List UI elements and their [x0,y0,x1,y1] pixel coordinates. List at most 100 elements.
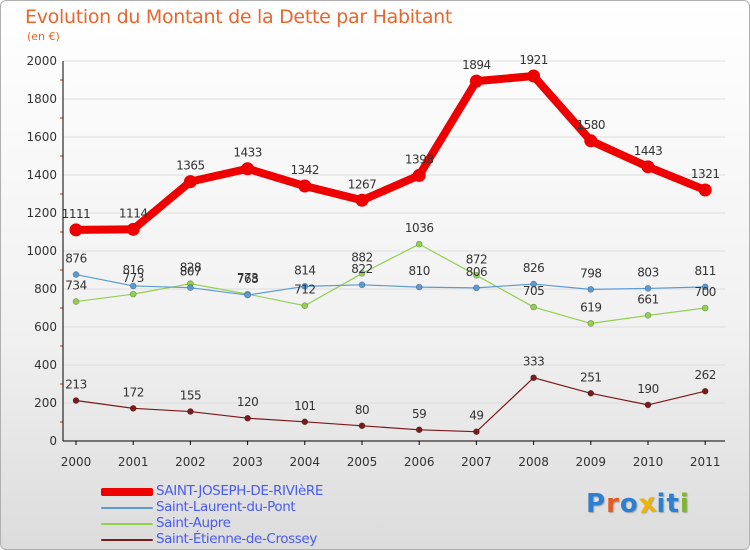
data-label: 705 [523,284,544,298]
proxiti-logo: Proxiti [586,487,690,521]
series-line [75,377,706,433]
data-label: 768 [237,272,258,286]
data-point [530,374,537,382]
data-point [129,282,137,290]
x-tick-label: 2009 [576,455,607,469]
data-point [187,284,194,291]
series [69,69,712,435]
data-label: 882 [351,250,372,264]
data-label: 876 [65,252,86,266]
legend-label: SAINT-JOSEPH-DE-RIVIèRE [156,483,324,499]
series-line [75,243,706,324]
data-label: 1580 [577,118,606,132]
series-3 [72,374,709,435]
data-labels: 1111 1114 1365 1433 1342 1267 1398 1894 1921 1580… [62,53,720,423]
y-tick-label: 1800 [26,92,57,106]
series-0 [69,69,712,237]
data-label: 80 [355,403,369,417]
series-line [75,273,706,296]
data-label: 213 [65,378,86,392]
data-point [584,134,598,148]
data-label: 120 [237,395,258,409]
data-label: 811 [694,264,715,278]
x-tick-label: 2011 [690,455,721,469]
data-point [72,298,80,305]
data-label: 101 [294,399,315,413]
chart-subtitle: (en €) [27,30,60,43]
data-point [644,285,652,292]
data-label: 734 [65,279,86,293]
data-point [72,271,80,278]
data-point [187,408,194,415]
data-point [358,281,366,289]
data-label: 1342 [291,163,320,177]
logo-letter: i [656,489,667,519]
data-label: 59 [412,407,426,421]
x-tick-label: 2000 [61,455,92,469]
data-label: 1114 [119,206,148,220]
data-point [587,320,595,327]
data-point [244,291,251,299]
x-tick-label: 2001 [118,455,149,469]
data-point [355,193,369,207]
data-label: 798 [580,266,601,280]
data-point [701,387,709,395]
data-label: 333 [523,355,544,369]
data-label: 1433 [233,146,262,160]
data-label: 619 [580,300,601,314]
data-point [301,283,309,290]
data-label: 172 [122,385,143,399]
x-tick-label: 2004 [290,455,321,469]
data-point [358,270,366,277]
data-point [698,183,712,197]
data-point [415,240,423,248]
data-label: 1398 [405,152,434,166]
data-point [587,286,595,293]
data-label: 1443 [634,144,663,158]
data-label: 700 [694,285,715,299]
legend-swatch [101,488,153,496]
data-point [701,283,709,291]
data-label: 190 [637,382,658,396]
x-tick-label: 2002 [175,455,206,469]
logo-letter: t [666,489,680,519]
x-tick-label: 2003 [232,455,263,469]
logo-letter: x [636,487,659,521]
series-1 [72,271,709,299]
logo-letter: r [606,489,620,519]
data-point [183,175,197,189]
data-point [641,160,655,174]
data-point [469,74,483,88]
data-point [301,302,309,310]
data-point [473,284,480,292]
data-label: 807 [180,265,201,279]
legend-label: Saint-Aupre [156,515,231,531]
data-point [415,283,423,291]
y-tick-label: 200 [34,396,57,410]
data-label: 810 [408,264,429,278]
data-point [126,222,140,236]
data-label: 1921 [519,53,548,67]
data-label: 262 [694,368,715,382]
x-tick-label: 2005 [347,455,378,469]
data-point [530,280,537,288]
data-label: 661 [637,292,658,306]
y-tick-label: 0 [49,434,57,448]
data-point [587,390,595,397]
data-label: 814 [294,263,315,277]
data-point [129,405,137,412]
y-tick-label: 1400 [26,168,57,182]
legend-swatch [101,507,153,509]
data-label: 1267 [348,177,377,191]
logo-letter: P [586,489,607,519]
data-point [701,304,709,312]
legend-label: Saint-Étienne-de-Crossey [156,531,317,547]
x-tick-label: 2008 [518,455,549,469]
data-label: 816 [122,263,143,277]
x-tick-label: 2010 [633,455,664,469]
data-label: 251 [580,370,601,384]
data-label: 1894 [462,58,491,72]
series-line [72,72,710,234]
data-point [241,162,255,176]
data-label: 1036 [405,221,434,235]
